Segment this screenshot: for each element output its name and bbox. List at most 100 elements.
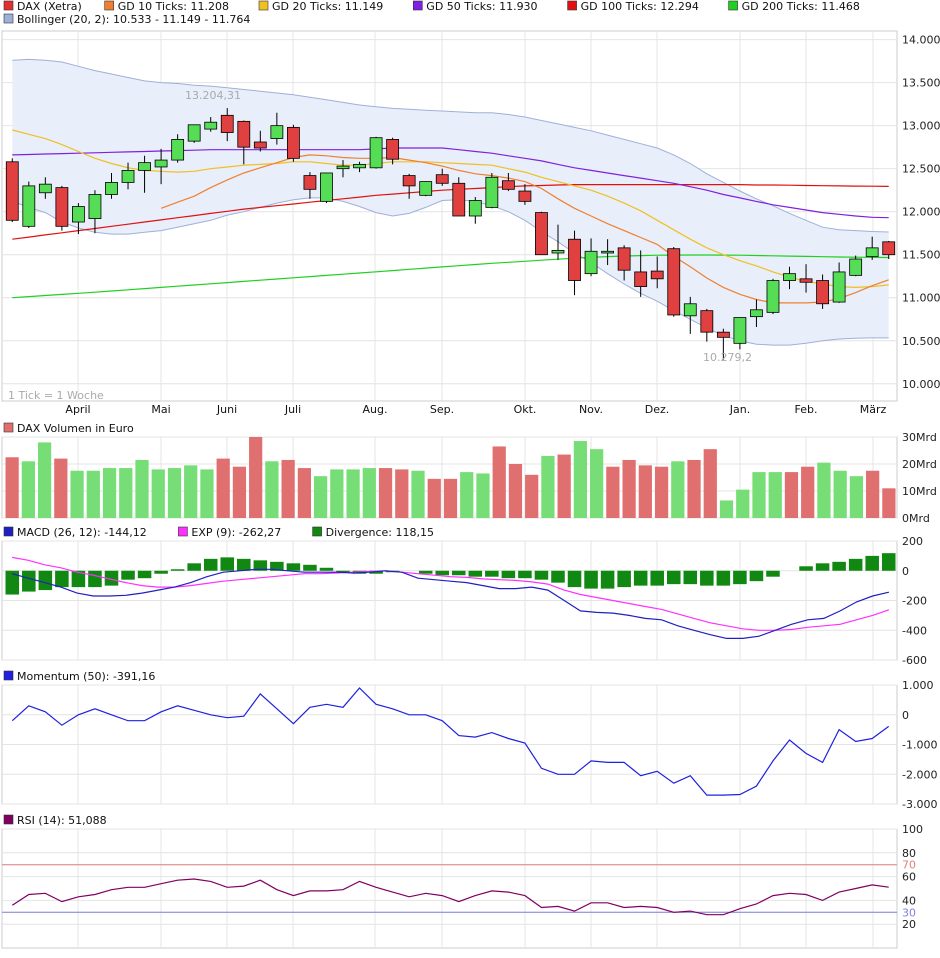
divergence-bar [584,570,598,589]
candle-body [286,126,300,159]
y-tick-label: 14.000 [902,34,940,47]
volume-bar [784,472,799,518]
candle-body [154,159,168,168]
divergence-bar [832,561,846,571]
candle-body [865,247,879,257]
y-tick-label: -3.000 [902,798,937,811]
divergence-bar [121,570,135,580]
macd-panel: 200 0 -200 -400 -600 [1,535,927,667]
candle-body [22,185,36,227]
rsi-legend: RSI (14): 51,088 [3,814,107,827]
divergence-bar [733,570,747,585]
divergence-bar [22,570,36,592]
legend-label: Bollinger (20, 2): 10.533 - 11.149 - 11.… [17,13,250,26]
month-label: Juli [284,403,301,416]
candle-body [353,163,366,169]
month-label: Mai [151,403,170,416]
divergence-bar [237,558,251,571]
divergence-bar [749,570,764,582]
volume-bar [362,468,376,518]
volume-bar [752,472,766,518]
legend-swatch [258,0,269,11]
divergence-bar [336,570,350,573]
volume-bar [102,468,117,518]
divergence-bar [154,570,168,574]
legend-label: Momentum (50): -391,16 [17,670,155,683]
y-tick-label: -2.000 [902,768,937,781]
divergence-bar [203,558,218,571]
legend-label: RSI (14): 51,088 [17,814,107,827]
candle-body [468,200,482,217]
gd50-line [12,147,889,219]
candle-body [88,194,102,219]
volume-bar [801,466,815,518]
bollinger-upper-line [12,58,889,233]
volume-bar [297,468,311,518]
divergence-bar [369,570,383,574]
y-tick-label: 20Mrd [902,458,937,471]
legend-label: GD 20 Ticks: 11.149 [272,0,383,13]
candle-body [121,169,135,183]
volume-bar [5,457,19,518]
legend-label: MACD (26, 12): -144,12 [17,526,147,539]
volume-bar [54,458,68,518]
divergence-bar [55,570,69,588]
candle-body [683,303,697,317]
y-tick-label: 10.500 [902,335,940,348]
divergence-bar [187,563,201,571]
divergence-bar [468,570,483,577]
legend-label: GD 10 Ticks: 11.208 [118,0,229,13]
price-panel: 10.000 10.500 11.000 11.500 12.000 12.500 13.0… [1,30,940,416]
y-tick-label: -1.000 [902,739,937,752]
rsi-line [11,878,889,916]
divergence-bar [5,570,20,595]
volume-bar [330,469,344,518]
legend-swatch [3,422,14,433]
divergence-bar [617,570,631,588]
candle-body [435,174,449,184]
candle-body [72,206,85,223]
volume-bar [833,470,847,518]
y-tick-label: 11.500 [902,249,940,262]
bollinger-legend: Bollinger (20, 2): 10.533 - 11.149 - 11.… [3,13,250,26]
candle-body [253,141,267,149]
legend-swatch [567,0,577,11]
volume-bar [557,454,571,518]
macd-line [11,568,890,639]
volume-bar [736,489,750,518]
volume-bar [184,465,198,518]
momentum-line [11,687,890,796]
candle-body [816,280,829,305]
volume-bar [817,462,831,518]
candle-body [5,161,19,221]
candle-body [55,187,69,227]
candle-body [270,125,284,139]
exp-line [11,556,890,631]
candle-body [105,182,118,195]
candle-body [386,139,400,160]
volume-bar [378,468,393,518]
candle-body [303,175,317,190]
y-tick-label: 100 [902,823,923,836]
divergence-bar [683,570,698,585]
candle-body [38,183,52,194]
divergence-bar [270,561,284,571]
candle-body [766,280,780,313]
y-tick-label: -400 [902,624,927,637]
gd200-line [12,254,889,299]
divergence-bar [815,563,830,571]
volume-bar [866,470,880,518]
month-label: April [65,403,90,416]
volume-bar [232,466,247,518]
legend-swatch [104,0,114,11]
y-tick-label: 80 [902,847,916,860]
y-tick-label: 30 [902,906,916,919]
volume-bar [476,473,490,518]
panel-frame [1,828,898,949]
volume-bar [216,458,230,518]
max-price-label: 13.204,31 [185,89,241,102]
divergence-bar [534,570,549,580]
y-tick-label: 1.000 [902,679,934,692]
volume-bar [573,441,588,518]
month-label: Nov. [579,403,603,416]
